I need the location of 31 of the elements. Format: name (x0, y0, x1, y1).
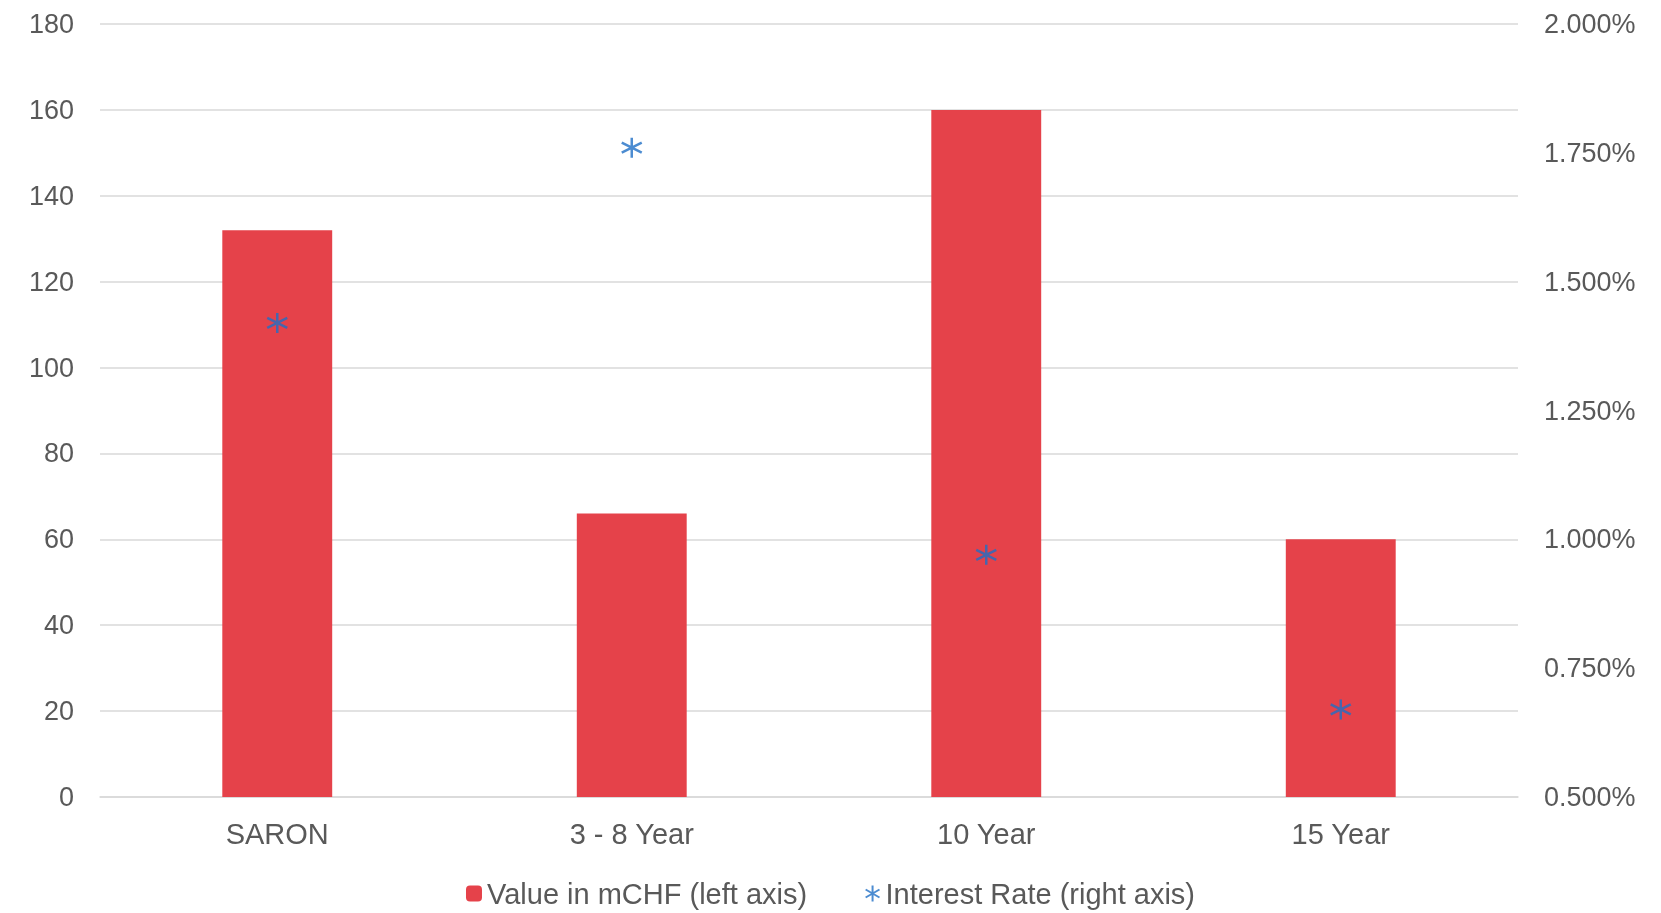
y-tick-label: 40 (43, 610, 74, 641)
y-tick-label: 160 (28, 94, 74, 125)
legend-label: Value in mCHF (left axis) (486, 877, 808, 910)
point (620, 136, 643, 159)
y-tick-label: 120 (28, 266, 74, 297)
y-tick-label: 0 (58, 782, 74, 812)
y-tick-label: 180 (28, 9, 74, 39)
y2-tick-label: 1.250% (1544, 395, 1636, 426)
y2-tick-label: 1.500% (1544, 266, 1636, 297)
legend-label: Interest Rate (right axis) (885, 877, 1196, 910)
point (1329, 698, 1352, 721)
point (266, 311, 289, 335)
y2-tick-label: 0.500% (1544, 782, 1636, 812)
bar (1285, 539, 1396, 797)
bar (222, 230, 333, 797)
y2-tick-label: 1.000% (1544, 524, 1636, 555)
y-tick-label: 80 (43, 438, 74, 469)
y-tick-label: 60 (43, 524, 74, 555)
x-tick-label: 15 Year (1291, 817, 1391, 850)
y-tick-label: 140 (28, 180, 74, 211)
y-tick-label: 100 (28, 352, 74, 383)
y2-tick-label: 1.750% (1544, 137, 1636, 168)
x-tick-label: 10 Year (937, 817, 1036, 850)
bar (931, 109, 1042, 797)
y2-tick-label: 0.750% (1544, 653, 1636, 684)
point (975, 543, 998, 567)
bar (576, 513, 687, 797)
y-tick-label: 20 (43, 696, 74, 727)
y2-tick-label: 2.000% (1544, 9, 1636, 39)
x-tick-label: 3 - 8 Year (569, 817, 695, 850)
x-tick-label: SARON (225, 817, 329, 850)
